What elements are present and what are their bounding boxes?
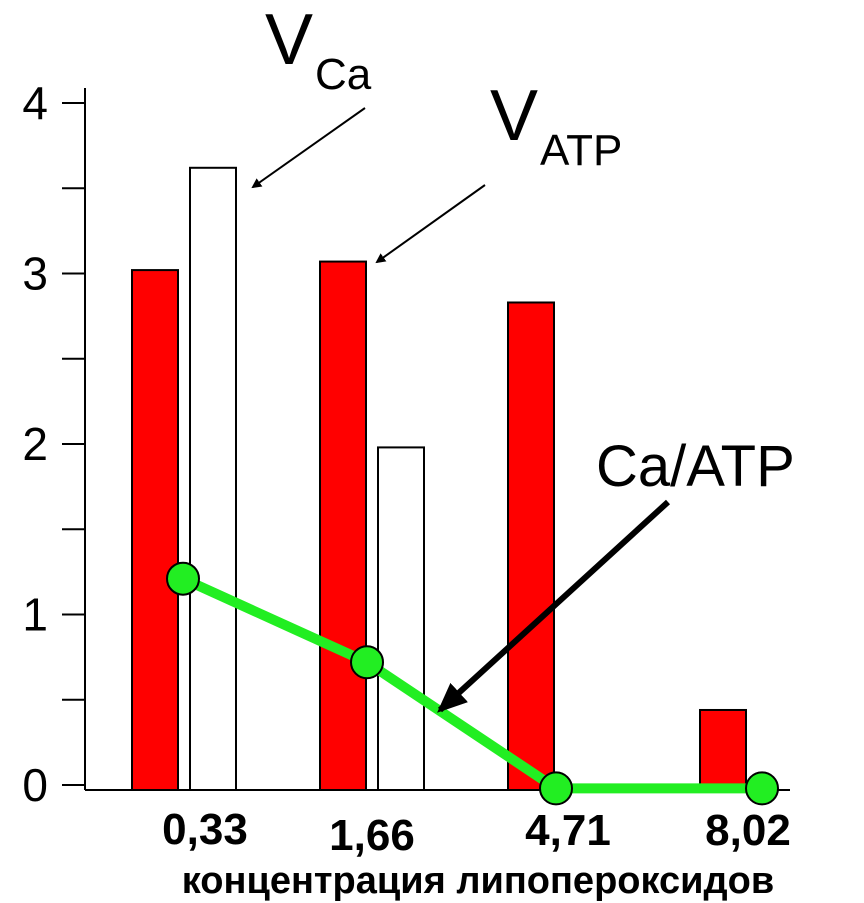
bar-vatp	[131, 269, 179, 791]
ratio-line-layer	[166, 561, 779, 806]
bars-layer	[131, 166, 747, 792]
annotation-vatp-sub: ATP	[540, 126, 622, 175]
ratio-point	[166, 561, 200, 596]
x-tick-label: 0,33	[162, 805, 248, 854]
x-axis-title: концентрация липопероксидов	[182, 860, 774, 902]
x-tick-label: 4,71	[525, 806, 611, 855]
x-tick-label: 8,02	[705, 806, 791, 855]
bar-vatp	[699, 708, 747, 791]
y-tick-label: 3	[22, 248, 48, 300]
y-tick-label: 2	[22, 418, 48, 470]
y-tick-label: 4	[22, 77, 48, 129]
annotation-vca: VCa	[265, 0, 372, 99]
bar-vatp	[319, 260, 367, 791]
y-ticks: 0 1 2 3 4	[22, 77, 85, 811]
x-tick-labels: 0,33 1,66 4,71 8,02	[162, 805, 791, 860]
annotation-vatp: VATP	[490, 76, 622, 175]
annotation-vca-sub: Ca	[315, 50, 372, 99]
ratio-point	[350, 645, 384, 680]
arrow-vatp	[375, 184, 486, 264]
ratio-point	[745, 771, 779, 806]
arrow-vca	[251, 107, 366, 189]
ratio-point	[539, 771, 573, 806]
annotation-vatp-main: V	[490, 76, 538, 156]
bar-vca	[189, 166, 237, 792]
bar-vca	[377, 446, 425, 791]
ratio-line	[180, 574, 762, 794]
bar-vatp	[507, 301, 555, 791]
annotation-vca-main: V	[265, 0, 313, 80]
y-tick-label: 0	[22, 759, 48, 811]
y-tick-label: 1	[22, 589, 48, 641]
arrow-ratio	[437, 499, 671, 713]
annotation-ratio: Ca/ATP	[596, 434, 795, 499]
x-tick-label: 1,66	[329, 811, 415, 860]
